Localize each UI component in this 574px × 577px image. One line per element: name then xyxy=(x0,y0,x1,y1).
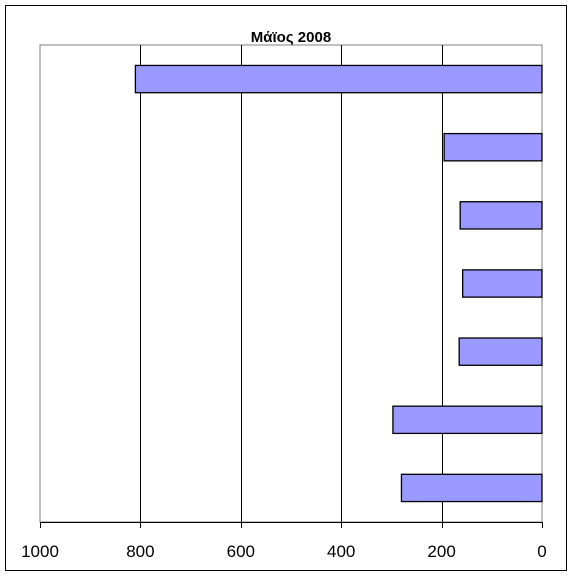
bars xyxy=(134,64,543,503)
bar-4 xyxy=(462,269,543,298)
bar-6 xyxy=(392,405,543,435)
bar-5 xyxy=(458,337,543,366)
chart-title: Μάϊος 2008 xyxy=(251,29,331,46)
x-tick-label-400: 400 xyxy=(327,542,355,561)
gridlines xyxy=(140,45,443,522)
x-tick-label-200: 200 xyxy=(427,542,455,561)
x-tick-label-1000: 1000 xyxy=(21,542,59,561)
bar-2 xyxy=(443,132,543,162)
x-tick-label-0: 0 xyxy=(537,542,546,561)
x-tick-label-600: 600 xyxy=(227,542,255,561)
x-tick-labels: 1000 800 600 400 200 0 xyxy=(21,542,547,561)
x-axis xyxy=(40,522,543,528)
bar-7 xyxy=(400,473,543,503)
bar-1 xyxy=(134,64,543,94)
x-tick-label-800: 800 xyxy=(126,542,154,561)
plot-area xyxy=(39,44,543,523)
bar-3 xyxy=(459,201,543,230)
